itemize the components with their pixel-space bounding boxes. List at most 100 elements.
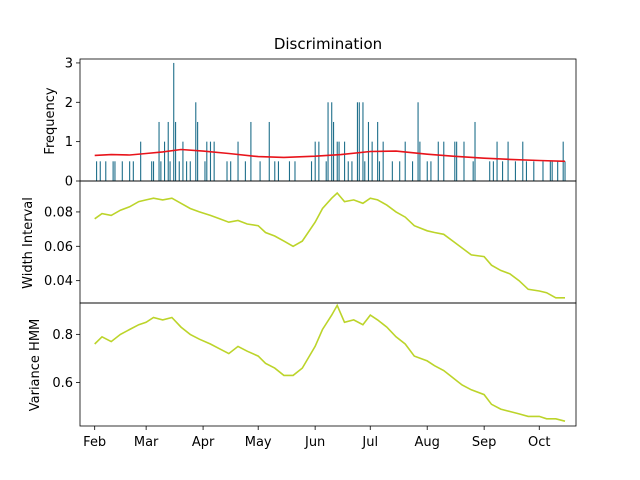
x-tick-label: Feb <box>83 435 106 450</box>
frequency-bar <box>96 161 98 181</box>
frequency-bar <box>259 161 261 181</box>
frequency-bar <box>419 141 421 181</box>
frequency-bar <box>213 141 215 181</box>
x-tick-label: Jul <box>361 435 378 450</box>
frequency-bar <box>121 161 123 181</box>
frequency-bar <box>160 161 162 181</box>
x-tick-label: Oct <box>528 435 550 450</box>
y-tick-label: 0.06 <box>44 240 73 255</box>
frequency-bar <box>412 161 414 181</box>
frequency-bar <box>186 161 188 181</box>
frequency-bar <box>362 102 364 181</box>
y-tick-label: 2 <box>65 96 73 111</box>
frequency-bar <box>151 161 153 181</box>
frequency-bar <box>175 121 177 181</box>
y-tick-label: 0.04 <box>44 274 73 289</box>
x-tick-label: Aug <box>415 435 440 450</box>
width-interval-axis-label: Width Interval <box>21 197 36 289</box>
frequency-bar <box>522 141 524 181</box>
series-line-variance-hmm <box>94 303 566 422</box>
variance-hmm-axis-label: Variance HMM <box>28 319 43 412</box>
frequency-bar <box>244 161 246 181</box>
frequency-bar <box>456 141 458 181</box>
x-tick-label: Mar <box>134 435 159 450</box>
frequency-bar <box>336 141 338 181</box>
frequency-trend-line <box>94 148 566 163</box>
y-tick-label: 0.8 <box>52 328 73 343</box>
frequency-bar <box>230 161 232 181</box>
frequency-bar <box>129 161 131 181</box>
y-tick-label: 1 <box>65 135 73 150</box>
frequency-bar <box>378 161 381 181</box>
frequency-bar <box>99 161 101 181</box>
frequency-bar <box>371 141 373 181</box>
frequency-bar <box>140 141 142 181</box>
frequency-bar <box>525 161 527 181</box>
frequency-bar <box>274 161 276 181</box>
frequency-bar <box>417 102 419 181</box>
frequency-bar <box>496 141 498 181</box>
frequency-bar <box>152 161 155 181</box>
panel-frame <box>79 302 577 427</box>
y-tick-label: 0.08 <box>44 205 73 220</box>
frequency-bar <box>399 161 401 181</box>
frequency-bar <box>474 121 476 181</box>
frequency-bar <box>169 161 171 181</box>
frequency-bar <box>364 161 366 181</box>
frequency-bar <box>514 161 516 181</box>
y-tick-label: 3 <box>65 56 73 71</box>
frequency-bar <box>507 141 509 181</box>
frequency-bar <box>226 161 228 181</box>
frequency-bar <box>502 161 504 181</box>
frequency-bar <box>209 141 212 181</box>
y-tick-label: 0.6 <box>52 376 73 391</box>
frequency-bar <box>551 161 553 181</box>
frequency-bar <box>391 161 393 181</box>
frequency-axis-label: Frequency <box>43 87 58 154</box>
x-tick-label: Sep <box>472 435 497 450</box>
chart-title: Discrimination <box>274 35 382 53</box>
frequency-bar <box>489 161 491 181</box>
y-tick-label: 0 <box>65 175 73 190</box>
frequency-bar <box>463 141 465 181</box>
frequency-bar <box>173 62 175 181</box>
x-tick-label: Jun <box>304 435 325 450</box>
frequency-bar <box>132 161 134 181</box>
frequency-bar <box>178 161 180 181</box>
frequency-bar <box>310 161 313 181</box>
frequency-bar <box>351 161 353 181</box>
series-line-width-interval <box>94 191 565 299</box>
frequency-bar <box>314 141 316 181</box>
x-tick-label: Apr <box>192 435 215 450</box>
x-tick-label: May <box>245 435 272 450</box>
frequency-bar <box>164 141 166 181</box>
frequency-bar <box>472 161 474 181</box>
frequency-bar <box>250 121 252 181</box>
frequency-bar <box>426 161 428 181</box>
frequency-bar <box>237 141 239 181</box>
frequency-bar <box>294 161 296 181</box>
frequency-bar <box>549 161 551 181</box>
frequency-bar <box>327 102 329 181</box>
frequency-bar <box>325 161 327 181</box>
frequency-bar <box>347 161 349 181</box>
frequency-bar <box>443 141 445 181</box>
frequency-bar <box>105 161 107 181</box>
frequency-bar <box>318 141 320 181</box>
frequency-bar <box>344 141 346 181</box>
frequency-bar <box>338 141 340 181</box>
frequency-bar <box>356 102 358 181</box>
frequency-bar <box>268 121 270 181</box>
frequency-bar <box>195 102 197 181</box>
frequency-bar <box>533 161 535 181</box>
frequency-bar <box>277 161 279 181</box>
frequency-bar <box>114 161 116 181</box>
frequency-bar <box>189 161 191 181</box>
frequency-bar <box>542 161 544 181</box>
frequency-bar <box>564 161 566 181</box>
frequency-bar <box>331 102 333 181</box>
frequency-bar <box>430 161 432 181</box>
frequency-bar <box>333 121 335 181</box>
frequency-bar <box>182 141 184 181</box>
